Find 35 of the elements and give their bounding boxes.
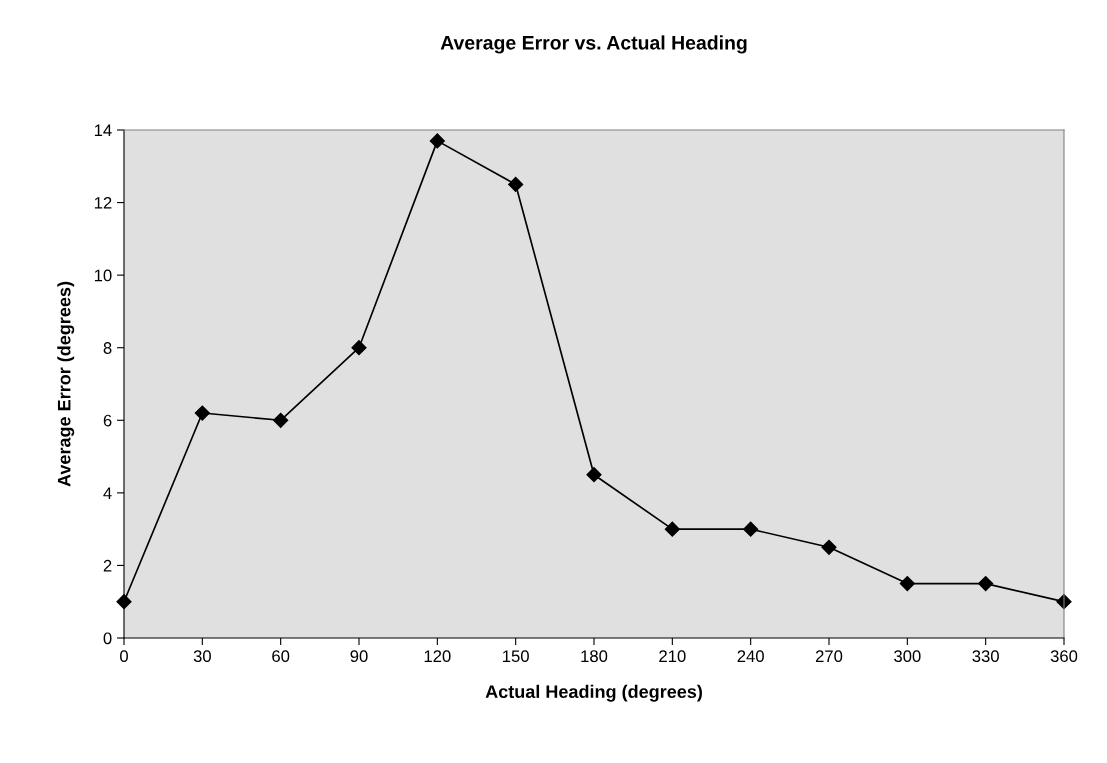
x-tick-label: 330	[972, 650, 999, 663]
y-tick-label: 10	[94, 269, 112, 282]
x-tick-label: 300	[894, 650, 921, 663]
x-tick-label: 120	[424, 650, 451, 663]
y-axis-title: Average Error (degrees)	[57, 281, 75, 487]
point	[743, 521, 759, 537]
x-tick-label: 30	[193, 650, 211, 663]
point	[273, 412, 289, 428]
y-tick-label: 4	[103, 487, 112, 499]
point	[351, 340, 367, 356]
x-tick-label: 60	[272, 650, 290, 663]
point	[508, 176, 524, 192]
y-tick-label: 2	[103, 559, 112, 572]
y-tick-label: 12	[94, 196, 112, 209]
y-tick-label: 6	[103, 414, 112, 427]
point	[586, 467, 602, 483]
point	[429, 133, 445, 149]
x-tick-label: 150	[503, 650, 529, 663]
point	[194, 405, 210, 421]
x-tick-label: 270	[815, 650, 843, 663]
y-tick-label: 8	[103, 342, 112, 354]
x-tick-label: 90	[350, 650, 368, 663]
x-axis-title: Actual Heading (degrees)	[485, 684, 702, 702]
x-tick-label: 240	[737, 650, 764, 663]
chart-title: Average Error vs. Actual Heading	[440, 35, 747, 54]
y-tick-label: 14	[94, 124, 112, 137]
x-tick-label: 180	[581, 650, 608, 663]
x-tick-label: 210	[659, 650, 686, 663]
x-tick-label: 360	[1050, 650, 1078, 663]
x-tick-label: 0	[120, 650, 128, 663]
point	[978, 576, 994, 592]
point	[899, 576, 915, 592]
point	[821, 539, 837, 555]
y-tick-label: 0	[103, 632, 112, 645]
point	[664, 521, 680, 537]
